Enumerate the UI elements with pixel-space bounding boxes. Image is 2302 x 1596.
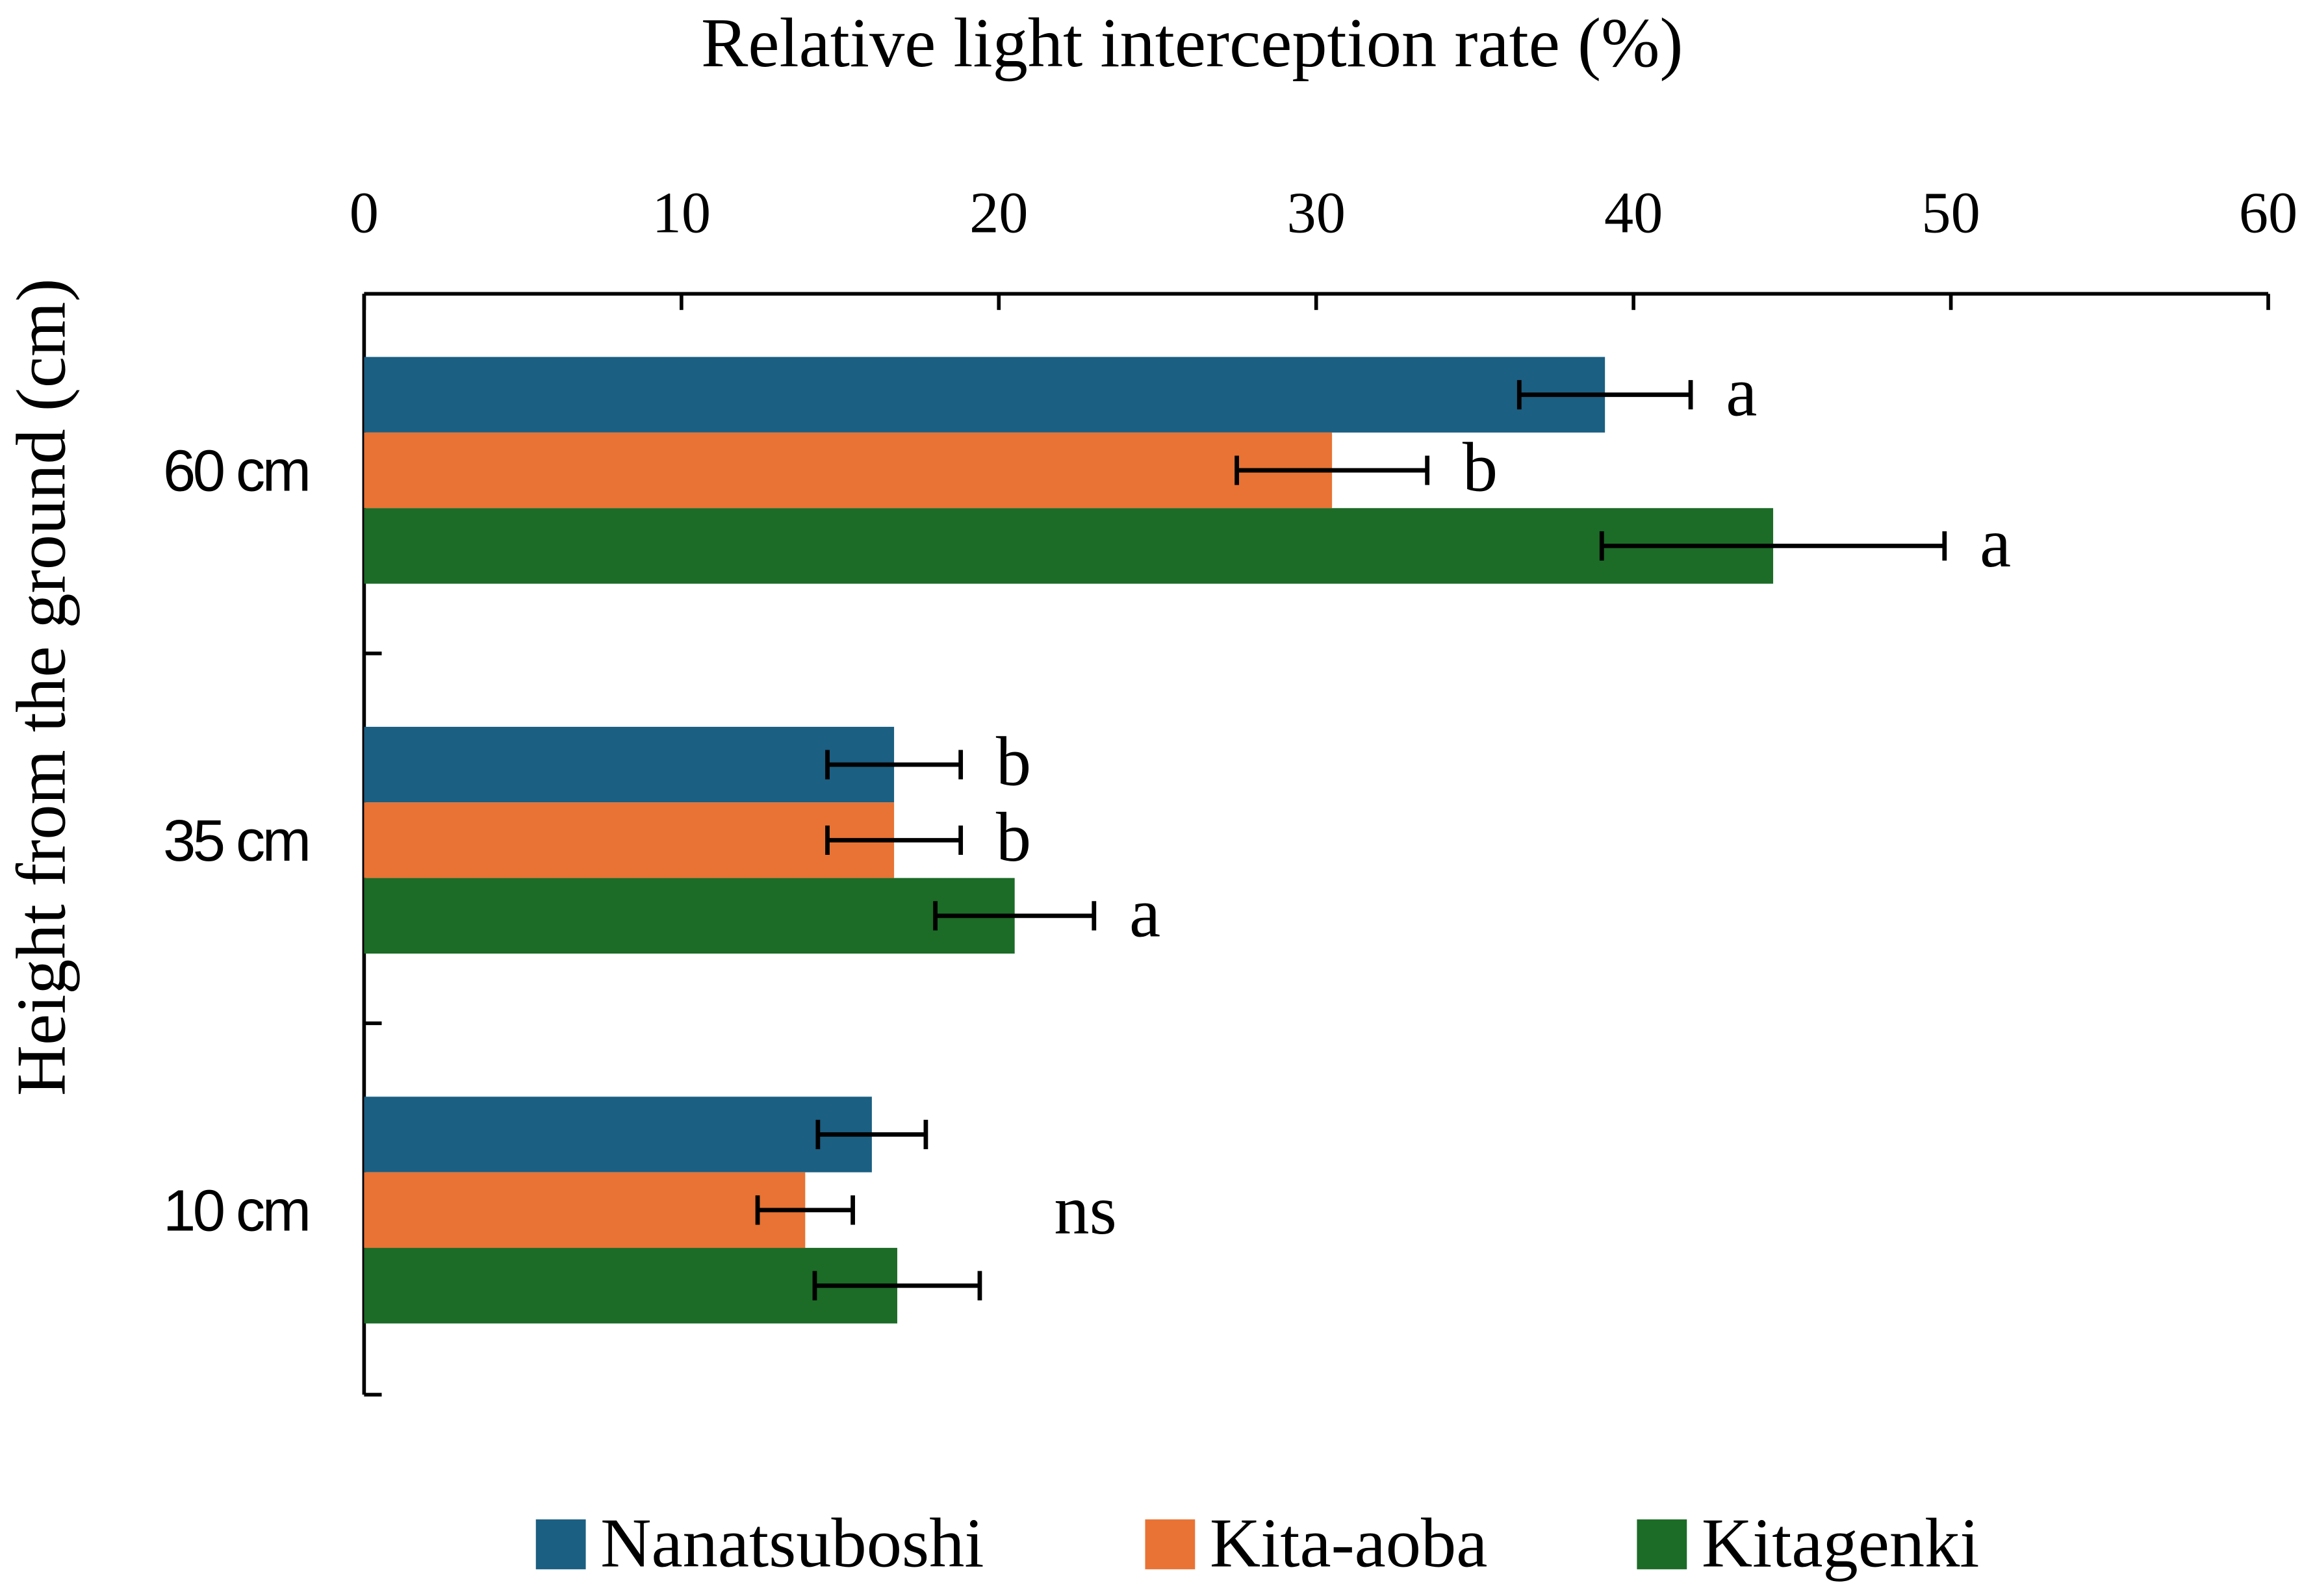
bar	[364, 1096, 872, 1172]
category-label: 35 cm	[163, 808, 309, 874]
significance-annotation: ns	[1054, 1171, 1116, 1249]
y-axis-title: Height from the ground (cm)	[2, 279, 80, 1096]
x-axis-title: Relative light interception rate (%)	[701, 4, 1683, 82]
bar	[364, 726, 895, 803]
axes: 0 10 20 30 40 50 60	[350, 179, 2297, 1397]
x-tick-label: 50	[1921, 179, 1980, 245]
x-tick-label: 0	[350, 179, 379, 245]
category-label: 60 cm	[163, 438, 309, 504]
significance-letter: b	[996, 723, 1031, 801]
x-tick-label: 10	[652, 179, 711, 245]
bar	[364, 432, 1333, 509]
legend-label: Nanatsuboshi	[600, 1504, 984, 1582]
significance-letter: b	[1463, 429, 1498, 507]
legend: Nanatsuboshi Kita-aoba Kitagenki	[535, 1504, 1980, 1582]
significance-letter: a	[1726, 353, 1757, 431]
legend-label: Kita-aoba	[1210, 1504, 1488, 1582]
x-tick-label: 20	[969, 179, 1028, 245]
bar	[364, 357, 1605, 433]
significance-letter: a	[1980, 504, 2011, 582]
x-tick-label: 30	[1287, 179, 1346, 245]
legend-swatch	[535, 1519, 586, 1569]
bar	[364, 508, 1774, 584]
x-tick-label: 60	[2239, 179, 2297, 245]
bar	[364, 878, 1015, 954]
bar	[364, 1248, 897, 1324]
legend-swatch	[1145, 1519, 1196, 1569]
bar	[364, 1172, 806, 1248]
legend-swatch	[1637, 1519, 1687, 1569]
legend-label: Kitagenki	[1702, 1504, 1980, 1582]
x-tick-label: 40	[1604, 179, 1663, 245]
significance-letter: a	[1129, 874, 1160, 952]
category-label: 10 cm	[163, 1178, 309, 1244]
bar	[364, 802, 895, 878]
significance-letter: b	[996, 798, 1031, 876]
